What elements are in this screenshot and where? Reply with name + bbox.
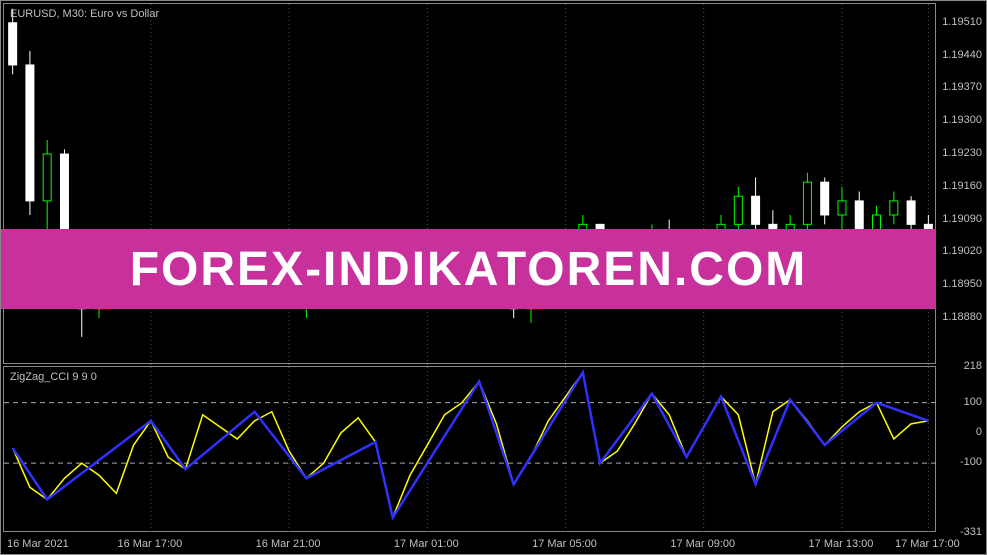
time-x-axis: 16 Mar 2021 16 Mar 17:00 16 Mar 21:00 17 Ma… <box>3 534 936 552</box>
indicator-tick-label: -100 <box>960 456 982 468</box>
price-tick-label: 1.19020 <box>942 245 982 257</box>
time-tick-label: 17 Mar 13:00 <box>809 538 874 550</box>
time-tick-label: 16 Mar 2021 <box>7 538 69 550</box>
price-tick-label: 1.18950 <box>942 278 982 290</box>
indicator-title: ZigZag_CCI 9 9 0 <box>10 371 97 383</box>
indicator-tick-label: 0 <box>976 426 982 438</box>
time-tick-label: 17 Mar 05:00 <box>532 538 597 550</box>
price-y-axis: 1.19510 1.19440 1.19370 1.19300 1.19230 1.191… <box>938 3 984 364</box>
price-tick-label: 1.19090 <box>942 213 982 225</box>
price-tick-label: 1.19300 <box>942 114 982 126</box>
time-tick-label: 17 Mar 09:00 <box>670 538 735 550</box>
price-tick-label: 1.19230 <box>942 147 982 159</box>
chart-frame: EURUSD, M30: Euro vs Dollar 1.19510 1.194… <box>0 0 987 555</box>
price-tick-label: 1.19440 <box>942 49 982 61</box>
indicator-panel[interactable]: ZigZag_CCI 9 9 0 <box>3 366 936 532</box>
price-tick-label: 1.19160 <box>942 180 982 192</box>
price-tick-label: 1.19370 <box>942 81 982 93</box>
time-tick-label: 16 Mar 21:00 <box>256 538 321 550</box>
indicator-tick-label: -331 <box>960 526 982 538</box>
watermark-banner: FOREX-INDIKATOREN.COM <box>1 229 936 309</box>
time-tick-label: 17 Mar 01:00 <box>394 538 459 550</box>
price-tick-label: 1.18880 <box>942 311 982 323</box>
price-chart-title: EURUSD, M30: Euro vs Dollar <box>10 8 159 20</box>
indicator-tick-label: 218 <box>964 360 982 372</box>
indicator-svg <box>4 367 937 533</box>
time-tick-label: 16 Mar 17:00 <box>117 538 182 550</box>
indicator-y-axis: 2181000-100-331 <box>938 366 984 532</box>
price-tick-label: 1.19510 <box>942 16 982 28</box>
time-tick-label: 17 Mar 17:00 <box>895 538 960 550</box>
price-chart-svg <box>4 4 937 365</box>
price-chart-panel[interactable]: EURUSD, M30: Euro vs Dollar <box>3 3 936 364</box>
indicator-tick-label: 100 <box>964 396 982 408</box>
watermark-text: FOREX-INDIKATOREN.COM <box>130 242 808 297</box>
